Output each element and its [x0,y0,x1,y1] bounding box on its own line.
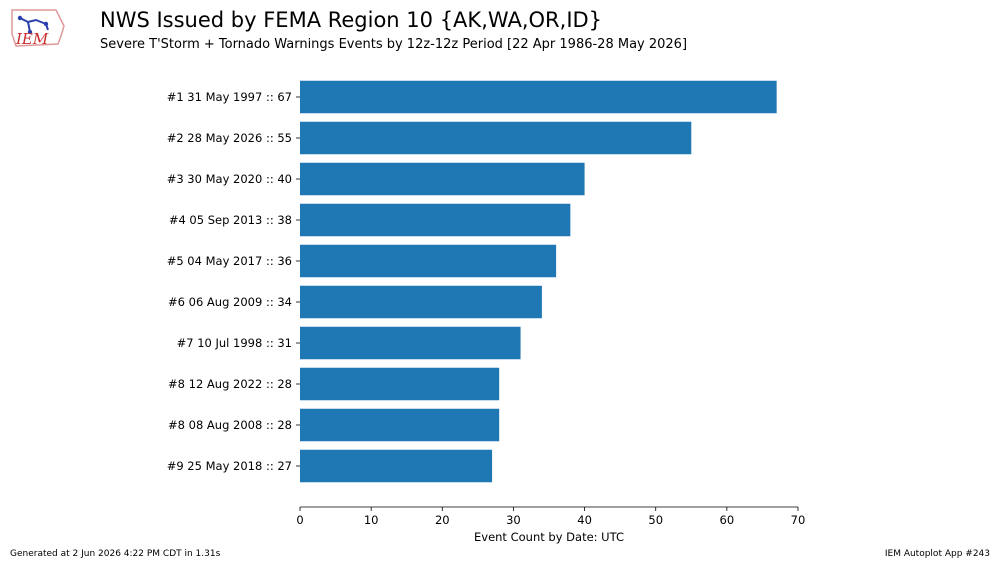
chart-subtitle: Severe T'Storm + Tornado Warnings Events… [100,37,688,52]
bar [300,244,557,278]
chart-title: NWS Issued by FEMA Region 10 {AK,WA,OR,I… [100,8,603,32]
category-label: #8 12 Aug 2022 :: 28 [168,377,292,391]
category-label: #7 10 Jul 1998 :: 31 [177,336,292,350]
app-label: IEM Autoplot App #243 [884,549,990,559]
bar [300,367,500,401]
x-axis-label: Event Count by Date: UTC [474,530,624,544]
x-tick-label: 50 [648,513,663,527]
generated-note: Generated at 2 Jun 2026 4:22 PM CDT in 1… [10,549,221,559]
bar [300,326,521,360]
category-label: #9 25 May 2018 :: 27 [167,459,292,473]
category-label: #3 30 May 2020 :: 40 [167,172,292,186]
x-tick-label: 0 [296,513,303,527]
bar [300,408,500,442]
x-tick-label: 60 [720,513,735,527]
category-label: #1 31 May 1997 :: 67 [167,90,292,104]
bar [300,449,493,483]
x-axis: 0 10 20 30 40 50 60 70 [296,506,806,527]
category-labels: #1 31 May 1997 :: 67#2 28 May 2026 :: 55… [167,90,300,473]
logo-text: IEM [15,30,49,48]
category-label: #4 05 Sep 2013 :: 38 [169,213,292,227]
category-label: #2 28 May 2026 :: 55 [167,131,292,145]
bar-group [300,80,777,483]
x-tick-label: 30 [506,513,521,527]
x-tick-label: 40 [577,513,592,527]
bar [300,162,585,196]
x-tick-label: 20 [435,513,450,527]
bar [300,203,571,237]
x-tick-label: 70 [791,513,806,527]
bar [300,285,542,319]
category-label: #5 04 May 2017 :: 36 [167,254,292,268]
bar [300,121,692,155]
category-label: #8 08 Aug 2008 :: 28 [168,418,292,432]
category-label: #6 06 Aug 2009 :: 34 [168,295,292,309]
iem-logo: IEM [6,4,68,52]
bar [300,80,777,114]
x-tick-label: 10 [364,513,379,527]
